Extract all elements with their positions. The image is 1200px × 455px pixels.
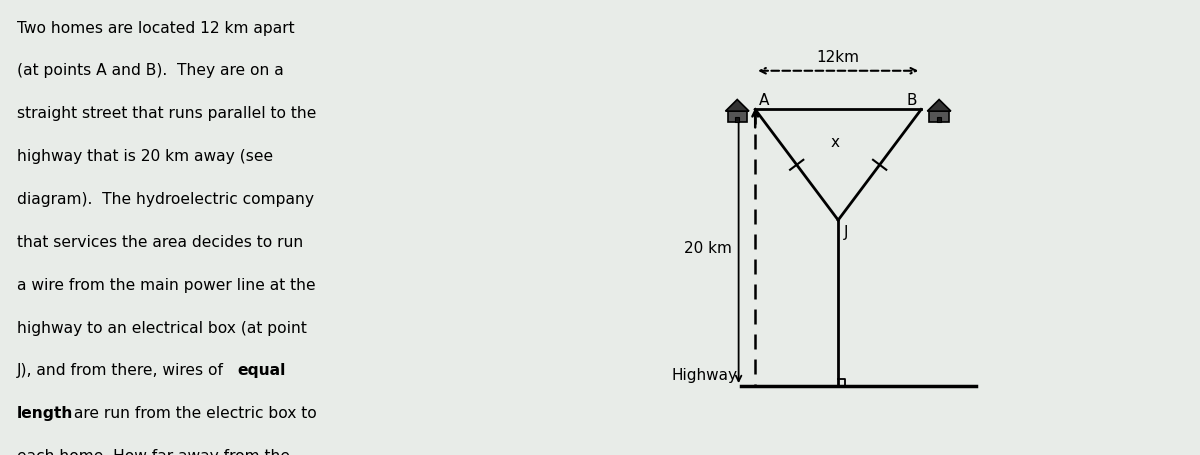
Polygon shape xyxy=(928,100,950,112)
Text: a wire from the main power line at the: a wire from the main power line at the xyxy=(17,277,316,292)
Text: B: B xyxy=(906,92,917,107)
Polygon shape xyxy=(930,112,949,123)
Text: that services the area decides to run: that services the area decides to run xyxy=(17,234,304,249)
Text: J: J xyxy=(844,225,848,240)
Text: equal: equal xyxy=(238,363,286,378)
Text: highway that is 20 km away (see: highway that is 20 km away (see xyxy=(17,149,274,164)
Text: highway to an electrical box (at point: highway to an electrical box (at point xyxy=(17,320,307,335)
Text: Two homes are located 12 km apart: Two homes are located 12 km apart xyxy=(17,20,294,35)
Text: length: length xyxy=(17,405,73,420)
Text: 12km: 12km xyxy=(817,50,859,65)
Text: are run from the electric box to: are run from the electric box to xyxy=(70,405,317,420)
Text: straight street that runs parallel to the: straight street that runs parallel to th… xyxy=(17,106,317,121)
Polygon shape xyxy=(726,100,749,112)
Text: each home. How far away from the: each home. How far away from the xyxy=(17,448,290,455)
Text: A: A xyxy=(760,92,769,107)
Text: (at points A and B).  They are on a: (at points A and B). They are on a xyxy=(17,63,283,78)
Text: 20 km: 20 km xyxy=(684,241,732,256)
Polygon shape xyxy=(727,112,746,123)
Polygon shape xyxy=(736,117,739,123)
Text: Highway: Highway xyxy=(671,367,737,382)
Text: diagram).  The hydroelectric company: diagram). The hydroelectric company xyxy=(17,192,314,207)
Text: J), and from there, wires of: J), and from there, wires of xyxy=(17,363,229,378)
Text: x: x xyxy=(830,135,840,150)
Polygon shape xyxy=(937,117,941,123)
